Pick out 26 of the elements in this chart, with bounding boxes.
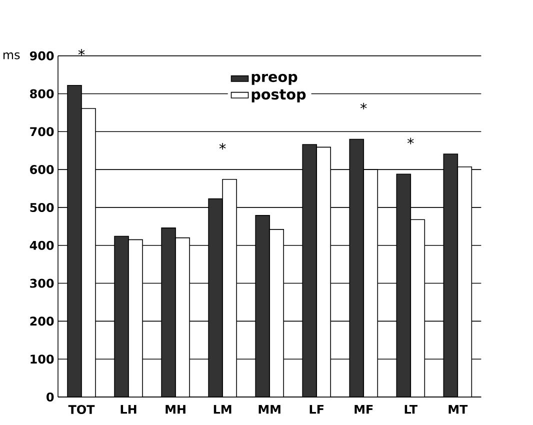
x-tick-label: TOT	[68, 404, 95, 414]
y-axis-title: ms	[3, 52, 20, 60]
y-tick-label: 300	[30, 278, 54, 288]
annotation: *	[360, 102, 367, 110]
x-tick-label: LH	[120, 404, 136, 414]
x-tick-label: MF	[354, 404, 373, 414]
legend-label: postop	[252, 89, 306, 102]
y-tick-label: 100	[30, 354, 54, 364]
y-tick-label: 800	[30, 89, 54, 98]
annotation: *	[219, 143, 226, 150]
y-tick-label: 500	[30, 202, 54, 212]
x-tick-label: LF	[310, 404, 324, 414]
x-tick-label: MT	[448, 404, 468, 414]
legend-label: preop	[252, 74, 298, 85]
y-tick-label: 0	[46, 392, 54, 402]
y-tick-label: 700	[30, 127, 54, 136]
annotation: *	[78, 49, 85, 56]
x-tick-label: MM	[258, 404, 280, 414]
y-tick-label: 400	[30, 240, 54, 250]
y-tick-label: 600	[30, 165, 54, 174]
annotation: *	[407, 138, 414, 144]
y-tick-label: 200	[30, 316, 54, 326]
y-tick-label: 900	[30, 51, 54, 60]
x-tick-label: LM	[214, 404, 232, 414]
x-tick-label: MH	[166, 404, 186, 414]
x-tick-label: LT	[404, 404, 418, 414]
